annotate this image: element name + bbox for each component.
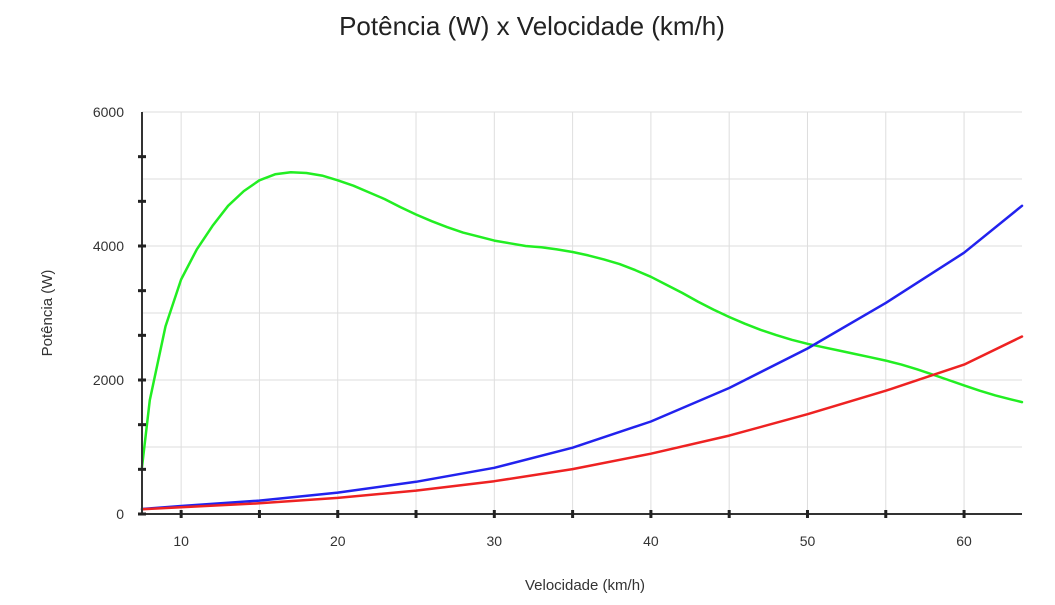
grid <box>142 111 1022 514</box>
y-tick-label: 4000 <box>93 238 124 254</box>
chart-title: Potência (W) x Velocidade (km/h) <box>339 11 725 41</box>
y-tick-label: 6000 <box>93 104 124 120</box>
x-tick-label: 40 <box>643 533 659 549</box>
x-tick-label: 20 <box>330 533 346 549</box>
x-tick-label: 30 <box>487 533 503 549</box>
x-tick-label: 60 <box>956 533 972 549</box>
series-line-1 <box>140 171 1024 469</box>
x-axis-label: Velocidade (km/h) <box>525 577 645 594</box>
axes: 10 20 30 40 50 60 0 2000 4000 6000 <box>93 104 1022 549</box>
series-line-2 <box>140 204 1024 511</box>
y-tick-label: 0 <box>116 506 124 522</box>
series-layer <box>140 171 1024 511</box>
x-tick-label: 10 <box>173 533 189 549</box>
y-tick-label: 2000 <box>93 372 124 388</box>
series-line-3 <box>140 335 1024 511</box>
y-axis-label: Potência (W) <box>39 270 56 357</box>
x-tick-label: 50 <box>800 533 816 549</box>
